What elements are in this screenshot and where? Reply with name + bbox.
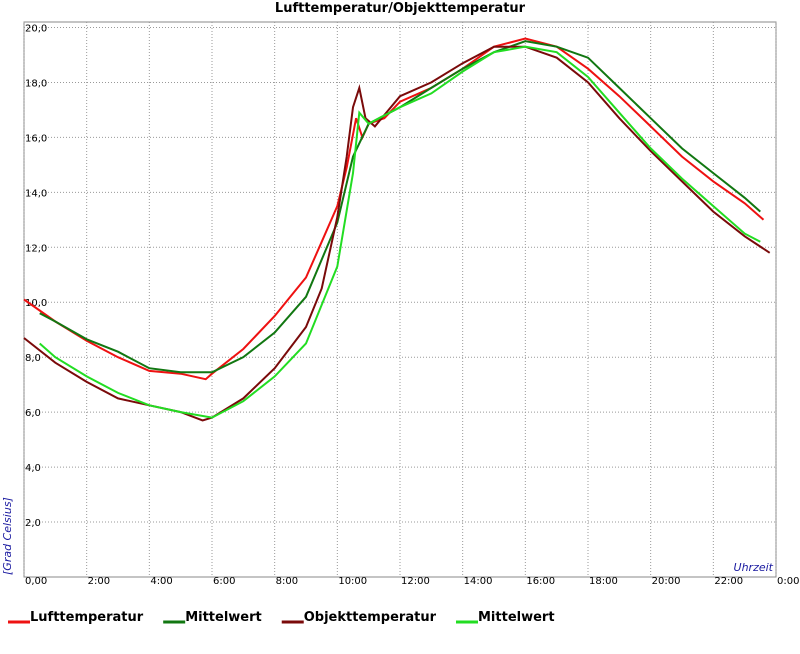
legend-label: Mittelwert xyxy=(185,610,262,625)
x-tick-label: 2:00 xyxy=(88,576,110,587)
x-tick-label: 10:00 xyxy=(338,576,367,587)
x-tick-label: 16:00 xyxy=(526,576,555,587)
x-tick-label: 12:00 xyxy=(401,576,430,587)
x-tick-label: 22:00 xyxy=(714,576,743,587)
y-tick-label: 10,0 xyxy=(25,298,47,309)
y-tick-label: 18,0 xyxy=(25,78,47,89)
legend-label: Lufttemperatur xyxy=(30,610,144,625)
x-tick-label: 6:00 xyxy=(213,576,235,587)
legend-label: Objekttemperatur xyxy=(304,610,437,625)
data-line xyxy=(23,37,765,381)
x-tick-label: 14:00 xyxy=(464,576,493,587)
x-tick-label: 4:00 xyxy=(150,576,172,587)
x-tick-label: 20:00 xyxy=(652,576,681,587)
x-tick-label: 18:00 xyxy=(589,576,618,587)
data-line xyxy=(39,45,761,419)
x-tick-label: 8:00 xyxy=(276,576,298,587)
x-tick-label: 0,00 xyxy=(25,576,47,587)
x-tick-label: 0:00 xyxy=(777,576,799,587)
y-tick-label: 14,0 xyxy=(25,188,47,199)
chart-title: Lufttemperatur/Objekttemperatur xyxy=(275,1,526,16)
y-tick-label: 6,0 xyxy=(25,408,41,419)
legend-label: Mittelwert xyxy=(478,610,555,625)
y-tick-label: 4,0 xyxy=(25,463,41,474)
y-axis-label: [Grad Celsius] xyxy=(1,497,14,575)
y-tick-label: 8,0 xyxy=(25,353,41,364)
y-tick-label: 20,0 xyxy=(25,23,47,34)
y-tick-label: 12,0 xyxy=(25,243,47,254)
y-tick-label: 16,0 xyxy=(25,133,47,144)
x-axis-label: Uhrzeit xyxy=(734,561,774,574)
y-tick-label: 2,0 xyxy=(25,518,41,529)
